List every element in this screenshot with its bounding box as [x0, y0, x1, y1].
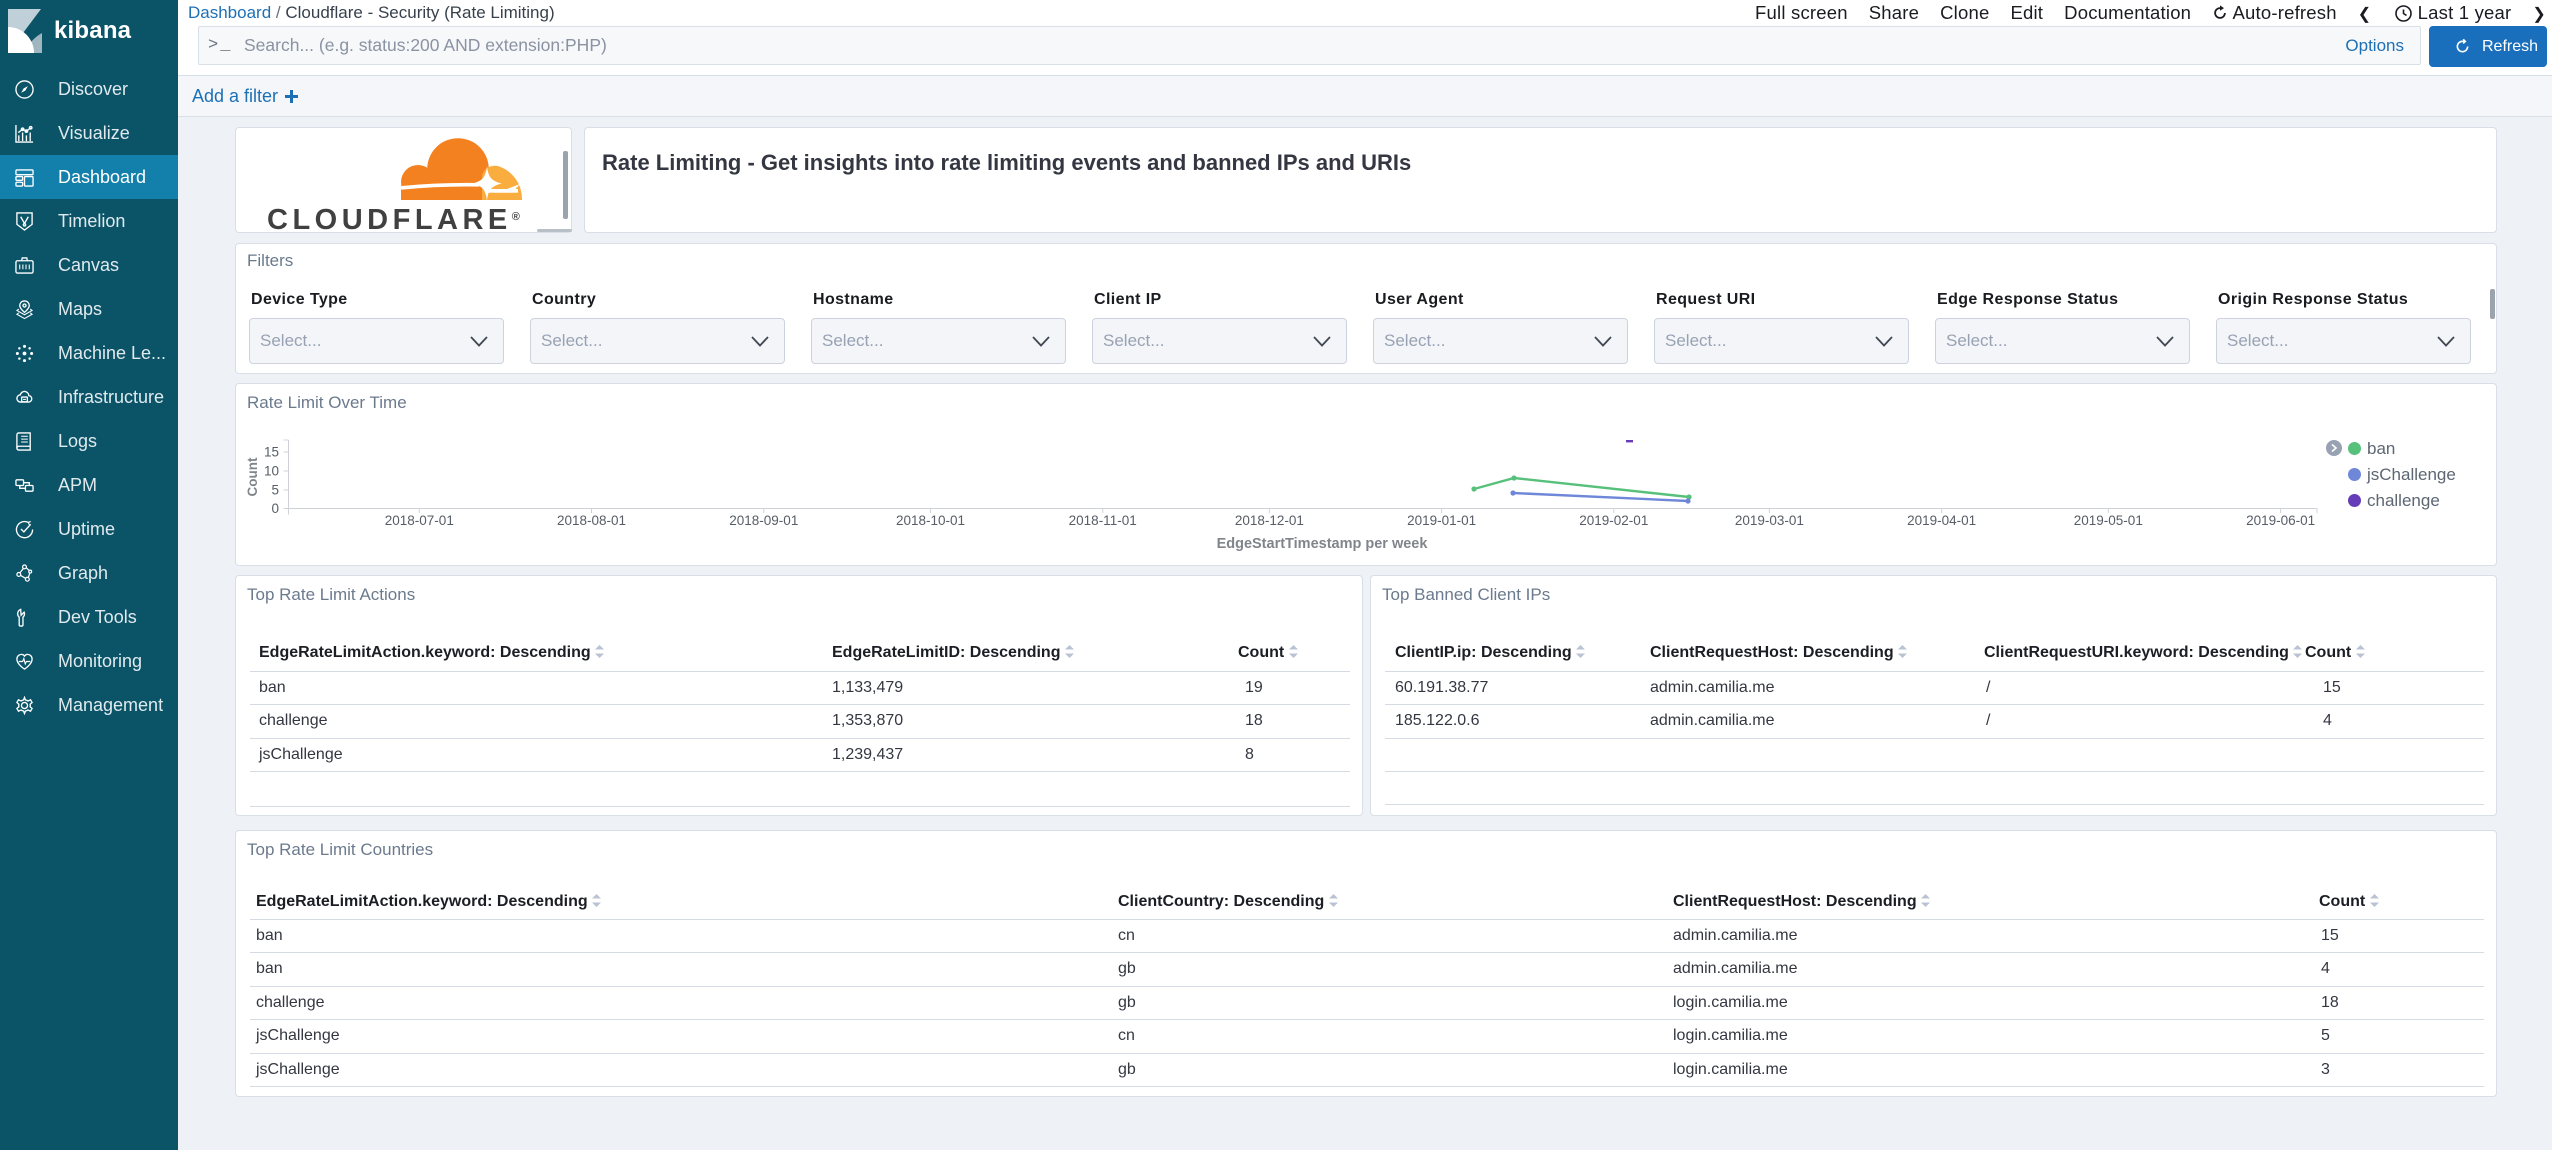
svg-text:0: 0 [271, 501, 279, 516]
svg-text:15: 15 [264, 445, 279, 460]
svg-text:2019-01-01: 2019-01-01 [1407, 513, 1476, 528]
svg-text:10: 10 [264, 464, 279, 479]
svg-text:2019-02-01: 2019-02-01 [1579, 513, 1648, 528]
svg-text:2018-08-01: 2018-08-01 [557, 513, 626, 528]
svg-text:2019-06-01: 2019-06-01 [2246, 513, 2315, 528]
svg-text:2018-12-01: 2018-12-01 [1235, 513, 1304, 528]
svg-text:2019-05-01: 2019-05-01 [2074, 513, 2143, 528]
svg-text:5: 5 [271, 483, 279, 498]
svg-text:2019-04-01: 2019-04-01 [1907, 513, 1976, 528]
svg-text:2018-11-01: 2018-11-01 [1069, 513, 1137, 528]
svg-text:2018-09-01: 2018-09-01 [729, 513, 798, 528]
svg-text:EdgeStartTimestamp per week: EdgeStartTimestamp per week [1217, 536, 1429, 552]
svg-text:2018-07-01: 2018-07-01 [385, 513, 454, 528]
svg-text:Count: Count [245, 457, 260, 496]
svg-text:2018-10-01: 2018-10-01 [896, 513, 965, 528]
svg-text:2019-03-01: 2019-03-01 [1735, 513, 1804, 528]
